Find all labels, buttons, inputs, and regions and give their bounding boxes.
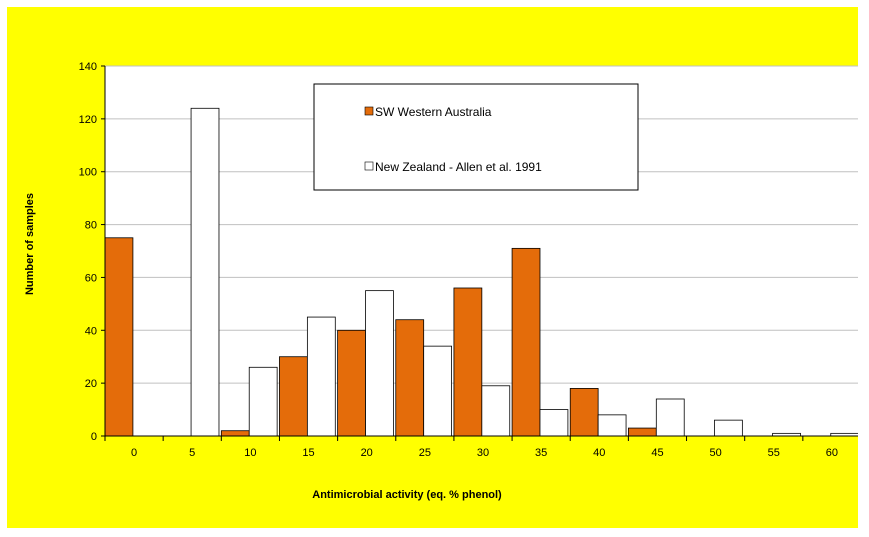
legend-label-series-2: New Zealand - Allen et al. 1991 [375, 160, 542, 174]
y-tick-label: 0 [91, 431, 97, 443]
bar-series-2 [365, 290, 394, 437]
y-axis-ticks: 0 20 40 60 80 100 120 140 [79, 61, 105, 443]
x-tick-label: 0 [131, 447, 137, 459]
x-axis-ticks: 0 5 10 15 20 25 30 35 40 45 50 55 60 [104, 436, 838, 459]
chart-frame: 0 20 40 60 80 100 120 140 0 5 10 15 20 25 30 35 40 45 50 5… [7, 7, 858, 528]
x-tick-label: 5 [189, 447, 195, 459]
bar-series-1 [104, 237, 134, 437]
legend-swatch-series-2 [364, 161, 374, 171]
bar-series-1 [220, 430, 250, 437]
x-tick-label: 45 [651, 447, 663, 459]
legend-box [313, 83, 639, 191]
x-tick-label: 10 [244, 447, 256, 459]
legend: SW Western Australia New Zealand - Allen… [313, 83, 639, 191]
bar-chart: 0 20 40 60 80 100 120 140 0 5 10 15 20 25 30 35 40 45 50 5… [24, 61, 858, 501]
x-tick-label: 60 [826, 447, 838, 459]
x-tick-label: 30 [477, 447, 489, 459]
bar-series-1 [337, 329, 366, 437]
bar-series-2 [539, 409, 569, 437]
y-tick-label: 40 [85, 325, 97, 337]
bar-series-2 [597, 414, 627, 437]
bar-series-1 [453, 287, 483, 437]
bar-series-2 [714, 419, 743, 437]
bar-series-1 [395, 319, 425, 437]
bar-series-1 [511, 247, 541, 437]
y-tick-label: 100 [79, 167, 97, 179]
y-tick-label: 80 [85, 220, 97, 232]
bar-series-1 [279, 356, 308, 437]
legend-swatch-series-1 [364, 106, 374, 116]
bar-series-2 [423, 345, 452, 437]
x-tick-label: 50 [709, 447, 721, 459]
x-tick-label: 35 [535, 447, 547, 459]
legend-label-series-1: SW Western Australia [375, 105, 492, 119]
bars [104, 107, 858, 437]
bar-series-2 [655, 398, 685, 437]
y-tick-label: 140 [79, 61, 97, 73]
x-tick-label: 55 [768, 447, 780, 459]
x-tick-label: 15 [302, 447, 314, 459]
y-tick-label: 60 [85, 272, 97, 284]
x-axis-title: Antimicrobial activity (eq. % phenol) [312, 489, 502, 501]
bar-series-2 [306, 316, 336, 437]
y-axis-title: Number of samples [24, 193, 36, 295]
bar-series-2 [481, 385, 511, 437]
x-tick-label: 25 [419, 447, 431, 459]
bar-series-1 [569, 388, 599, 437]
bar-series-2 [248, 366, 278, 437]
x-tick-label: 20 [361, 447, 373, 459]
x-tick-label: 40 [593, 447, 605, 459]
y-tick-label: 20 [85, 378, 97, 390]
y-tick-label: 120 [79, 114, 97, 126]
bar-series-2 [190, 107, 220, 437]
bar-series-1 [627, 427, 657, 437]
